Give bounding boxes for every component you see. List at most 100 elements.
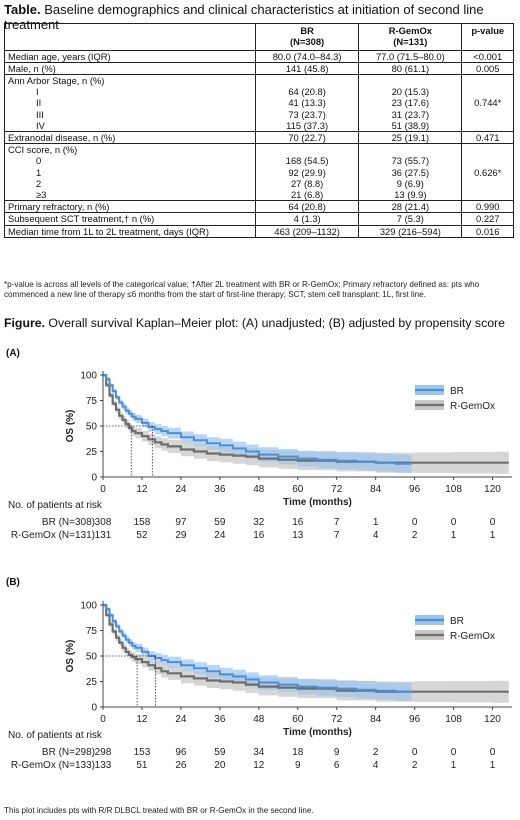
y-tick-label: 100 [80,371,97,382]
row-rgemox: 80 (61.1) [358,61,463,76]
sub-row-br: 73 (23.7) [288,108,326,120]
at-risk-value: 9 [334,747,340,758]
row-br: 4 (1.3) [254,212,360,226]
at-risk-value: 133 [95,760,112,771]
rgemox-curve [103,603,509,693]
sub-row-br: 27 (8.8) [290,177,324,189]
x-tick-label: 96 [409,714,421,725]
sub-row-br: 92 (29.9) [288,166,326,178]
x-tick-label: 36 [214,714,226,725]
y-tick-label: 25 [86,447,98,458]
at-risk-value: 13 [292,530,304,541]
row-pvalue: 0.744* [461,73,514,133]
at-risk-value: 158 [134,517,151,528]
x-tick-label: 120 [484,484,501,495]
sub-row-rgemox: 31 (23.7) [391,108,430,120]
row-label: Extranodal disease, n (%) [4,131,256,145]
at-risk-value: 52 [136,530,148,541]
at-risk-value: 2 [373,747,379,758]
table-row: Ann Arbor Stage, n (%) I II III IV 64 (20.8) 4… [4,73,514,133]
br-curve [103,604,412,693]
rgemox-ci-band [103,375,509,474]
x-tick-label: 24 [175,484,187,495]
at-risk-value: 4 [373,760,379,771]
header-pvalue: p-value [461,23,514,51]
y-tick-label: 25 [86,677,98,688]
row-label: Median time from 1L to 2L treatment, day… [4,224,256,238]
legend-label: R-GemOx [450,631,495,642]
row-pvalue: 0.990 [461,200,514,214]
br-curve [103,374,412,465]
at-risk-value: 1 [490,760,496,771]
at-risk-value: 0 [412,517,418,528]
row-label: Median age, years (IQR) [4,49,256,63]
at-risk-value: 26 [175,760,187,771]
sub-row-rgemox: 51 (38.9) [391,119,430,131]
row-rgemox: 7 (5.3) [358,212,463,226]
x-tick-label: 48 [253,714,265,725]
sub-row-rgemox: 9 (6.9) [396,177,424,189]
y-axis-label: OS (%) [65,410,76,443]
at-risk-value: 24 [214,530,226,541]
row-label: Male, n (%) [4,61,256,76]
sub-row-br: 168 (54.5) [285,155,329,167]
table-row: Extranodal disease, n (%) 70 (22.7) 25 (19… [4,131,514,145]
at-risk-value: 131 [95,530,112,541]
at-risk-value: 0 [451,747,457,758]
x-tick-label: 36 [214,484,226,495]
sub-row-label: III [36,108,44,120]
sub-row-rgemox: 23 (17.6) [391,97,430,109]
rgemox-curve [103,373,509,464]
at-risk-value: 0 [451,517,457,528]
row-rgemox: 73 (55.7) 36 (27.5) 9 (6.9) 13 (9.9) [358,143,463,202]
x-tick-label: 84 [370,484,382,495]
legend: BR R-GemOx [415,385,495,412]
row-br: 141 (45.8) [254,61,360,76]
sub-row-label: ≥3 [36,189,47,201]
row-pvalue: 0.471 [461,131,514,145]
x-tick-label: 108 [445,484,462,495]
x-tick-label: 108 [445,714,462,725]
row-pvalue: 0.016 [461,224,514,238]
sub-row-label: 0 [36,155,42,167]
legend-label: BR [450,386,464,397]
x-tick-label: 24 [175,714,187,725]
table-row: CCI score, n (%) 0 1 2 ≥3 168 (54.5) 92 (29.9)… [4,143,514,202]
at-risk-value: 59 [214,747,226,758]
at-risk-value: 34 [253,747,265,758]
panel-b-label: (B) [6,577,20,588]
table-row: Median age, years (IQR) 80.0 (74.0–84.3) 7… [4,49,514,63]
x-tick-label: 96 [409,484,421,495]
y-tick-label: 75 [86,396,98,407]
at-risk-value: 29 [175,530,187,541]
sub-row-br: 115 (37.3) [286,119,329,131]
at-risk-value: 298 [95,747,112,758]
at-risk-value: 32 [253,517,265,528]
at-risk-value: 1 [490,530,496,541]
header-br: BR (N=308) [254,23,360,51]
at-risk-value: 0 [490,747,496,758]
at-risk-value: 20 [214,760,226,771]
x-axis-label: Time (months) [283,727,352,738]
x-tick-label: 84 [370,714,382,725]
at-risk-value: 7 [334,530,340,541]
y-tick-label: 50 [86,652,98,663]
sub-row-label: IV [36,119,45,131]
row-label-text: CCI score, n (%) [8,144,78,156]
row-pvalue: <0.001 [461,49,514,63]
row-br: 64 (20.8) 41 (13.3) 73 (23.7) 115 (37.3) [254,73,360,133]
row-br: 463 (209–1132) [254,224,360,238]
y-tick-label: 50 [86,422,98,433]
at-risk-heading: No. of patients at risk [8,500,103,511]
row-label: Primary refractory, n (%) [4,200,256,214]
at-risk-value: 153 [134,747,151,758]
sub-row-label: I [36,86,39,98]
y-axis-label: OS (%) [65,640,76,673]
y-tick-label: 100 [80,601,97,612]
row-rgemox: 25 (19.1) [358,131,463,145]
row-rgemox: 28 (21.4) [358,200,463,214]
at-risk-value: 16 [253,530,265,541]
x-tick-label: 120 [484,714,501,725]
sub-row-label: 2 [36,177,42,189]
